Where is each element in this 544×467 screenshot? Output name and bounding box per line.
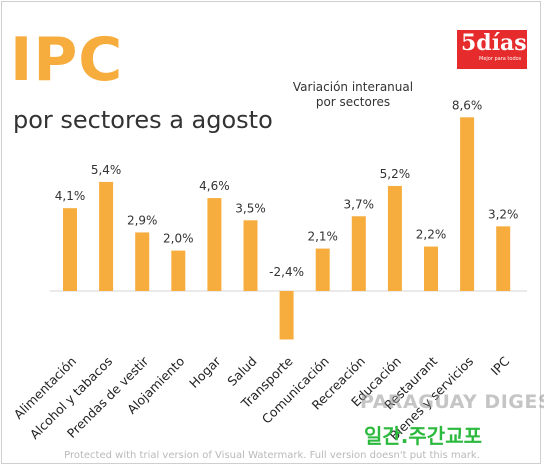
data-label-2: 2,9% (127, 213, 158, 227)
bar-7 (315, 248, 330, 291)
data-label-7: 2,1% (307, 230, 338, 244)
bar-6 (279, 291, 294, 340)
bar-12 (496, 226, 511, 291)
bar-9 (387, 185, 402, 291)
page-title: IPC (10, 25, 124, 95)
category-label-0: Alimentación (11, 354, 79, 422)
data-label-8: 3,7% (344, 197, 375, 211)
watermark-paraguay-digest: PARAGUAY DIGEST (360, 391, 544, 413)
bar-0 (63, 208, 77, 291)
data-label-11: 8,6% (452, 98, 483, 112)
legend-line-2: por sectores (315, 95, 391, 109)
category-label-12: IPC (488, 353, 513, 378)
data-label-3: 2,0% (163, 232, 194, 246)
data-label-4: 4,6% (199, 179, 230, 193)
bar-1 (99, 181, 114, 291)
data-label-5: 3,5% (235, 201, 266, 215)
trial-watermark: Protected with trial version of Visual W… (64, 450, 480, 461)
bar-10 (424, 246, 438, 291)
data-label-6: -2,4% (269, 265, 304, 279)
legend-line-1: Variación interanual (292, 80, 414, 94)
data-label-0: 4,1% (55, 189, 86, 203)
bar-5 (243, 220, 258, 291)
bar-8 (351, 216, 366, 291)
bar-11 (460, 117, 475, 291)
watermark-korean: 일간.주간교포 (364, 424, 482, 448)
logo-tagline: Mejor para todos (479, 56, 522, 62)
data-label-9: 5,2% (380, 167, 411, 181)
data-label-10: 2,2% (416, 228, 447, 242)
bar-2 (135, 232, 150, 291)
category-label-4: Hogar (186, 353, 224, 391)
data-label-12: 3,2% (488, 207, 519, 221)
bar-3 (171, 250, 186, 291)
page-subtitle: por sectores a agosto (13, 106, 273, 134)
chart-legend-text: Variación interanual por sectores (268, 80, 438, 110)
data-label-1: 5,4% (91, 163, 122, 177)
bar-4 (207, 198, 222, 291)
brand-logo: 5días Mejor para todos (457, 30, 527, 69)
logo-text: 5días (461, 30, 527, 56)
